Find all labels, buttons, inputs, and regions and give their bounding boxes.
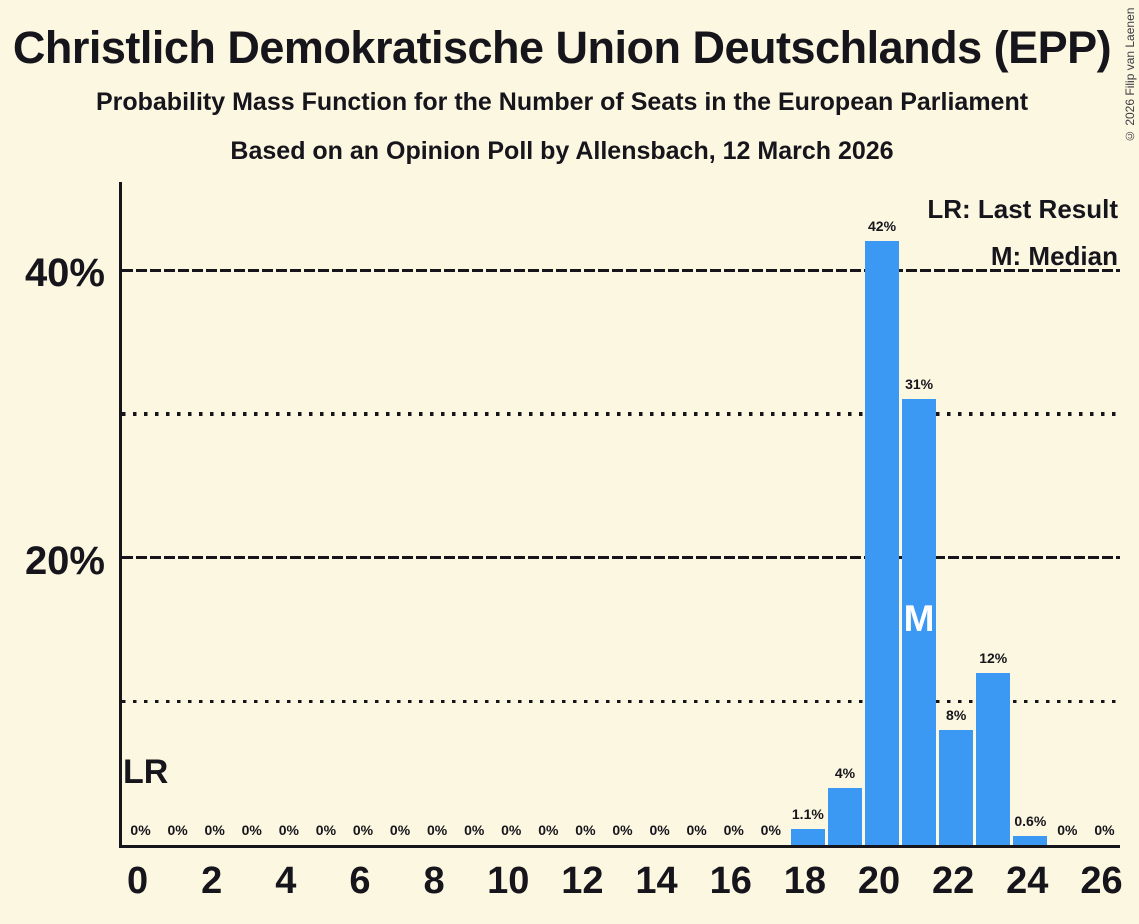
bar-value-label-seat-4: 0% [278,822,299,838]
bar-seat-18 [790,829,825,845]
gridline-solid-20 [122,556,1120,559]
chart-legend: LR: Last Result M: Median [927,186,1118,280]
bar-value-label-seat-18: 1.1% [791,806,824,823]
median-annotation: M [903,598,935,639]
bar-seat-22 [939,730,974,845]
bar-value-label-seat-26: 0% [1094,822,1115,838]
x-tick-label-4: 4 [275,860,297,902]
plot-area: LR: Last Result M: Median LR 0% 0% 0% 0% 0% 0… [119,182,1120,848]
bar-value-label-seat-7: 0% [389,822,411,838]
x-axis-tick-labels: 0 2 4 6 8 10 12 14 16 18 20 22 24 26 [0,860,1139,910]
x-tick-label-16: 16 [709,860,752,902]
y-axis-label-20: 20% [24,539,105,583]
bar-value-label-seat-25: 0% [1057,822,1078,838]
bar-seat-24 [1013,836,1048,845]
bar-seat-21 [902,399,937,845]
chart-source-line: Based on an Opinion Poll by Allensbach, … [230,137,894,165]
bar-value-label-seat-3: 0% [241,822,262,838]
copyright-notice: © 2026 Filip van Laenen [1123,8,1137,144]
x-tick-label-6: 6 [349,860,371,902]
bar-value-label-seat-11: 0% [538,822,559,838]
x-tick-label-2: 2 [201,860,223,902]
x-tick-label-12: 12 [561,860,604,902]
bar-value-label-seat-13: 0% [612,822,633,838]
gridline-dotted-10 [122,699,1120,703]
bar-value-label-seat-16: 0% [723,822,744,838]
bar-value-label-seat-24: 0.6% [1014,813,1047,830]
bar-seat-20 [865,241,900,845]
bar-value-label-seat-17: 0% [760,822,781,838]
bar-value-label-seat-2: 0% [204,822,225,838]
x-tick-label-22: 22 [932,860,975,902]
bar-value-label-seat-8: 0% [427,822,448,838]
y-axis-label-40: 40% [24,251,105,295]
legend-last-result: LR: Last Result [927,194,1118,224]
legend-median: M: Median [990,241,1118,271]
x-tick-label-10: 10 [487,860,530,902]
last-result-annotation: LR [123,753,169,791]
bar-value-label-seat-14: 0% [649,822,670,838]
bar-value-label-seat-12: 0% [575,822,596,838]
x-tick-label-26: 26 [1080,860,1123,902]
bar-value-label-seat-23: 12% [979,649,1008,666]
x-tick-label-24: 24 [1006,860,1049,902]
bar-value-label-seat-20: 42% [868,218,897,235]
bar-value-label-seat-5: 0% [315,822,337,838]
chart-subtitle: Probability Mass Function for the Number… [95,88,1029,116]
bar-value-label-seat-1: 0% [167,822,188,838]
x-tick-label-18: 18 [783,860,826,902]
bar-value-label-seat-19: 4% [834,764,856,781]
gridline-dotted-30 [122,412,1120,416]
x-tick-label-0: 0 [126,860,149,902]
bar-value-label-seat-6: 0% [352,822,374,838]
x-tick-label-14: 14 [635,860,678,902]
bar-value-label-seat-22: 8% [946,707,967,723]
bar-value-label-seat-0: 0% [130,822,151,838]
gridline-solid-40 [122,268,1120,272]
bar-value-label-seat-21: 31% [905,376,934,393]
bar-seat-19 [827,787,862,845]
page-title: Christlich Demokratische Union Deutschla… [12,22,1112,73]
x-tick-label-8: 8 [423,860,445,902]
x-tick-label-20: 20 [857,860,901,902]
bar-seat-23 [976,672,1011,845]
bar-value-label-seat-15: 0% [686,822,707,838]
bar-value-label-seat-10: 0% [501,822,522,838]
bar-value-label-seat-9: 0% [464,822,485,838]
